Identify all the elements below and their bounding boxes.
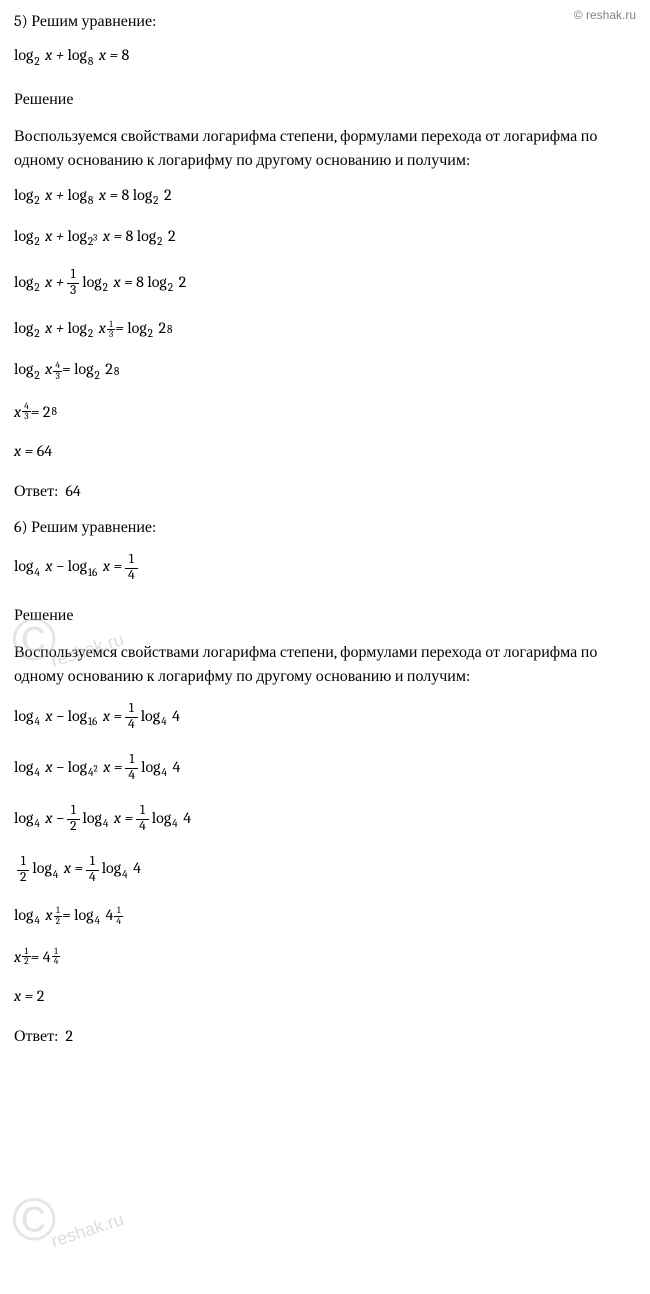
problem5-step2: log2 x + log23 x = 8 log2 2 (14, 227, 636, 248)
site-watermark: © reshak.ru (574, 8, 636, 22)
problem6-step2: log4 x − log42 x = 14 log4 4 (14, 753, 636, 784)
problem5-step3: log2 x + 13 log2 x = 8 log2 2 (14, 268, 636, 299)
watermark-site-text: reshak.ru (49, 1209, 127, 1252)
problem6-solution-label: Решение (14, 604, 636, 626)
problem5-step5: log2 x43 = log2 28 (14, 360, 636, 381)
problem5-solution-label: Решение (14, 88, 636, 110)
problem6-step3: log4 x − 12 log4 x = 14 log4 4 (14, 804, 636, 835)
problem5-step6: x43 = 28 (14, 402, 636, 422)
problem6-step7: x = 2 (14, 987, 636, 1005)
problem5-step4: log2 x + log2 x13 = log2 28 (14, 319, 636, 340)
problem6-title: 6) Решим уравнение: (14, 516, 636, 538)
problem6-equation: log4 x − log16 x = 14 (14, 553, 636, 584)
problem6-step5: log4 x12 = log4 414 (14, 906, 636, 927)
problem6-answer: Ответ: 2 (14, 1025, 636, 1047)
problem5-step1: log2 x + log8 x = 8 log2 2 (14, 186, 636, 207)
problem6-explanation: Воспользуемся свойствами логарифма степе… (14, 640, 636, 688)
problem5-answer: Ответ: 64 (14, 480, 636, 502)
problem5-title: 5) Решим уравнение: (14, 10, 636, 32)
problem6-step1: log4 x − log16 x = 14 log4 4 (14, 702, 636, 733)
problem5-explanation: Воспользуемся свойствами логарифма степе… (14, 124, 636, 172)
problem6-step6: x12 = 414 (14, 947, 636, 967)
problem5-equation: log2 x + log8 x = 8 (14, 46, 636, 67)
watermark-copyright-icon: © (12, 1185, 56, 1254)
problem5-step7: x = 64 (14, 442, 636, 460)
problem6-step4: 12 log4 x = 14 log4 4 (14, 855, 636, 886)
